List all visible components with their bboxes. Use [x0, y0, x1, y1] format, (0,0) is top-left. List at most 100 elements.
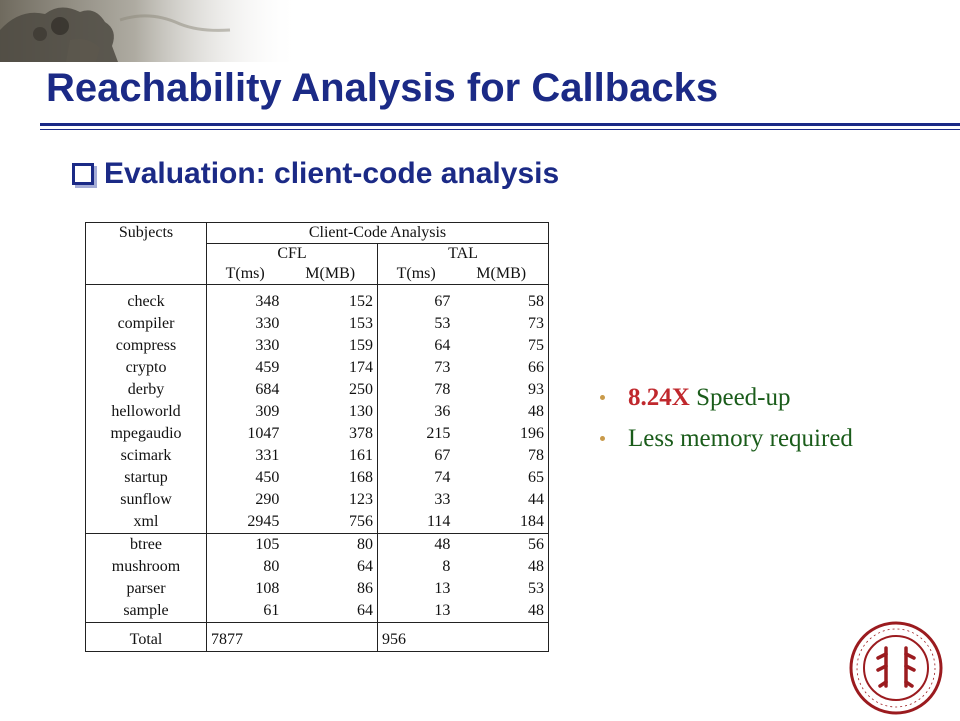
table-row-derby: derby 684 250 78 93 [85, 379, 550, 401]
cell-cfl-memory: 152 [283, 291, 378, 313]
cell-cfl-memory: 130 [283, 401, 378, 423]
cell-subject: Total [85, 629, 207, 652]
cell-tal-memory: 44 [454, 489, 550, 511]
cell-cfl-memory: 86 [283, 578, 378, 600]
cell-subject: compress [85, 335, 207, 357]
header-group: Client-Code Analysis [206, 222, 549, 244]
cell-tal-time: 67 [434, 293, 451, 310]
header-lion-photo [0, 0, 300, 62]
cell-cfl-memory: 64 [283, 600, 378, 623]
bullet-dot-icon [600, 395, 605, 400]
bullet-memory: Less memory required [600, 423, 920, 454]
cell-subject: derby [85, 379, 207, 401]
cell-tal-time: 33 [434, 491, 451, 508]
table-row-compress: compress 330 159 64 75 [85, 335, 550, 357]
cell-cfl-time: 309 [255, 403, 280, 420]
cell-subject: check [85, 291, 207, 313]
cell-cfl-time: 450 [255, 469, 280, 486]
cell-cfl-time: 1047 [247, 425, 280, 442]
cell-cfl-time: 290 [255, 491, 280, 508]
cell-cfl-time: 61 [206, 600, 284, 623]
table-row-compiler: compiler 330 153 53 73 [85, 313, 550, 335]
cell-subject: crypto [85, 357, 207, 379]
cell-tal-time: 67 [434, 447, 451, 464]
cell-tal-memory: 184 [454, 511, 550, 534]
cell-cfl-time: 2945 [206, 511, 284, 534]
cell-subject: sunflow [85, 489, 207, 511]
table-row-mpegaudio: mpegaudio 1047 378 215 196 [85, 423, 550, 445]
cell-tal-time: 48 [434, 536, 451, 553]
table-row-sample: sample 61 64 13 48 [85, 600, 550, 623]
cell-cfl-time: 105 [255, 536, 280, 553]
cell-cfl-time: 459 [255, 359, 280, 376]
cell-cfl-time: 331 [255, 447, 280, 464]
header-tal: TAL [377, 243, 550, 264]
cell-tal-memory: 93 [454, 379, 550, 401]
cell-subject: xml [85, 511, 207, 534]
speedup-value: 8.24X [628, 384, 690, 411]
cell-tal-memory: 78 [454, 445, 550, 467]
cell-tal-time: 956 [377, 629, 455, 652]
table-row-btree: btree 105 80 48 56 [85, 533, 550, 556]
cell-cfl-memory: 250 [283, 379, 378, 401]
cell-subject: btree [85, 533, 207, 556]
cell-tal-time: 8 [442, 558, 451, 575]
cell-cfl-time: 330 [255, 315, 280, 332]
cell-tal-memory: 48 [454, 600, 550, 623]
cell-cfl-memory: 161 [283, 445, 378, 467]
cell-tal-memory: 56 [454, 533, 550, 556]
cell-tal-memory: 66 [454, 357, 550, 379]
cell-tal-time: 64 [434, 337, 451, 354]
table-separator [85, 284, 550, 291]
cell-tal-time: 13 [377, 600, 455, 623]
cell-tal-time: 114 [377, 511, 455, 534]
cell-cfl-memory: 153 [283, 313, 378, 335]
cell-cfl-memory [283, 629, 378, 652]
hollow-square-bullet-icon [72, 163, 94, 185]
cell-cfl-time: 108 [255, 580, 280, 597]
university-seal-icon [848, 620, 944, 716]
table-row-total: Total 7877 956 [85, 629, 550, 652]
cell-tal-time: 215 [426, 425, 451, 442]
table-separator [85, 622, 550, 629]
cell-tal-time: 74 [434, 469, 451, 486]
title-rule [40, 123, 960, 126]
cell-cfl-memory: 159 [283, 335, 378, 357]
header-cfl-time: T(ms) [225, 265, 265, 282]
cell-tal-memory: 48 [454, 401, 550, 423]
table-header-row-1: Subjects Client-Code Analysis [85, 222, 549, 285]
cell-subject: parser [85, 578, 207, 600]
section-heading: Evaluation: client-code analysis [72, 157, 559, 191]
cell-tal-time: 13 [434, 580, 451, 597]
cell-subject: sample [85, 600, 207, 623]
header-tal-time: T(ms) [396, 265, 436, 282]
bullet-speedup: 8.24X Speed-up [600, 382, 920, 413]
cell-tal-time: 53 [434, 315, 451, 332]
cell-cfl-time: 7877 [206, 629, 284, 652]
cell-cfl-memory: 174 [283, 357, 378, 379]
title-rule-thin [40, 129, 960, 130]
cell-cfl-time: 684 [255, 381, 280, 398]
cell-tal-memory: 75 [454, 335, 550, 357]
cell-tal-memory: 53 [454, 578, 550, 600]
total-rows: Total 7877 956 [85, 622, 550, 652]
cell-tal-memory: 73 [454, 313, 550, 335]
stone-lion-photo-icon [0, 0, 300, 62]
cell-tal-time: 78 [434, 381, 451, 398]
table-row-crypto: crypto 459 174 73 66 [85, 357, 550, 379]
table-row-xml: xml 2945 756 114 184 [85, 511, 550, 534]
section-heading-text: Evaluation: client-code analysis [104, 157, 560, 190]
memory-text: Less memory required [628, 425, 853, 452]
cell-cfl-memory: 80 [283, 533, 378, 556]
table-row-startup: startup 450 168 74 65 [85, 467, 550, 489]
cell-tal-time: 36 [434, 403, 451, 420]
cell-tal-memory: 58 [454, 291, 550, 313]
cell-subject: compiler [85, 313, 207, 335]
cell-cfl-time: 348 [255, 293, 280, 310]
speedup-text: Speed-up [689, 384, 791, 411]
table-header-row-3: T(ms) M(MB) T(ms) M(MB) [85, 264, 550, 285]
cell-subject: startup [85, 467, 207, 489]
cell-cfl-memory: 756 [283, 511, 378, 534]
cell-tal-memory: 65 [454, 467, 550, 489]
